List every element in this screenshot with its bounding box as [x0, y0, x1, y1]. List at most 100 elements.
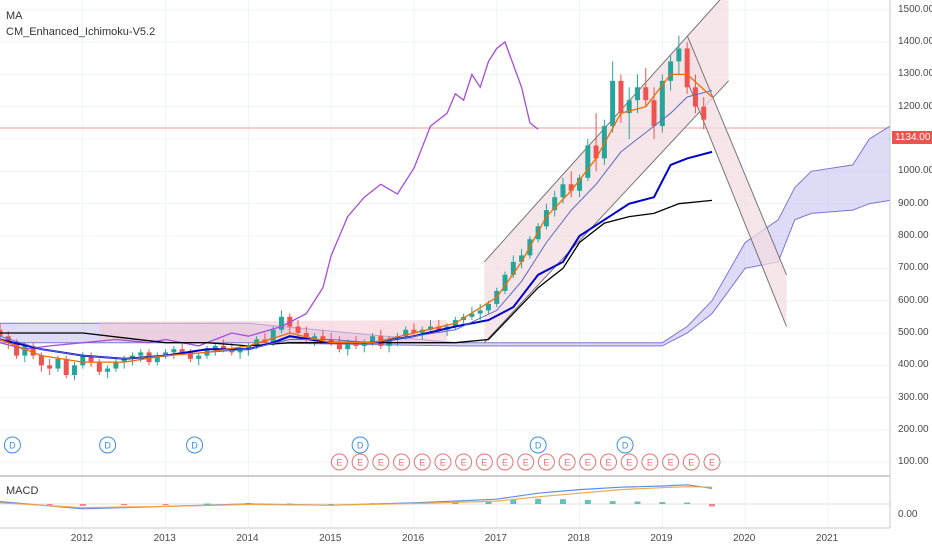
price-tick-label: 1500.00	[898, 3, 932, 15]
dividend-marker	[99, 436, 117, 454]
ma-indicator-label[interactable]: MA	[6, 10, 23, 22]
kijun-sen-line	[0, 199, 713, 347]
candle-body	[543, 210, 549, 227]
time-tick-label: 2014	[236, 533, 259, 544]
macd-histogram-bar	[485, 501, 492, 504]
candle-body	[552, 197, 558, 211]
earnings-marker	[537, 453, 555, 471]
candle-body	[568, 184, 574, 191]
candle-body	[154, 355, 160, 363]
dividend-marker	[3, 436, 21, 454]
time-tick-label: 2016	[401, 533, 425, 544]
macd-histogram-bar	[46, 504, 53, 506]
senkou-span-a	[0, 125, 891, 344]
ichimoku-indicator-label[interactable]: CM_Enhanced_Ichimoku-V5.2	[6, 26, 156, 38]
price-tick-label: 300.00	[898, 391, 929, 403]
earnings-marker	[496, 453, 514, 471]
dividend-marker	[351, 436, 369, 454]
candle-body	[510, 261, 516, 275]
candle-body	[361, 342, 367, 346]
candle-body	[138, 352, 144, 356]
candle-body	[312, 336, 318, 340]
candle-body	[121, 358, 127, 363]
candle-body	[328, 339, 334, 343]
macd-signal-line	[0, 486, 713, 509]
kumo-cloud-fill	[0, 126, 890, 346]
time-tick-label: 2012	[70, 533, 94, 544]
macd-histogram-bar	[584, 499, 591, 504]
dividend-marker-letter: D	[9, 441, 16, 451]
earnings-marker-letter: E	[626, 458, 632, 468]
ma-fast-line	[0, 73, 713, 363]
price-tick-label: 800.00	[898, 230, 929, 241]
price-tick-label: 900.00	[898, 197, 929, 209]
candle-body	[577, 177, 583, 191]
candle-body	[701, 106, 707, 120]
time-tick-label: 2018	[567, 533, 590, 544]
candle-body	[560, 184, 566, 198]
macd-histogram-bar	[79, 504, 86, 506]
chikou-span-line	[0, 40, 539, 350]
candle-body	[353, 342, 359, 346]
candle-body	[659, 80, 665, 127]
price-tick-label: 500.00	[898, 326, 929, 338]
time-tick-label: 2020	[733, 533, 756, 544]
macd-histogram-bar	[510, 499, 517, 504]
candle-body	[626, 100, 632, 114]
candle-body	[684, 48, 690, 88]
candle-body	[187, 352, 193, 359]
macd-histogram-bar	[609, 501, 616, 504]
candle-body	[519, 255, 525, 262]
macd-histogram-bar	[634, 501, 641, 504]
earnings-marker-letter: E	[378, 458, 384, 468]
macd-histogram-bar	[162, 504, 169, 505]
earnings-marker	[330, 453, 348, 471]
macd-histogram-bar	[535, 498, 542, 504]
candle-body	[96, 362, 102, 372]
earnings-marker-letter: E	[585, 458, 591, 468]
candle-body	[610, 80, 616, 127]
earnings-marker	[682, 453, 700, 471]
ma-slow-line	[0, 90, 713, 360]
macd-histogram-bar	[452, 502, 459, 504]
candle-body	[320, 336, 326, 340]
earnings-marker	[351, 453, 369, 471]
dividend-marker-letter: D	[104, 441, 111, 451]
candle-body	[502, 274, 508, 291]
down-channel-fill	[687, 35, 787, 327]
candle-body	[469, 313, 475, 317]
candle-body	[245, 345, 251, 350]
event-markers[interactable]: D D D D D DE E E E E E E E E E E E E E E E E E E	[3, 436, 721, 471]
macd-indicator-label[interactable]: MACD	[6, 485, 39, 497]
macd-histogram-bar	[328, 504, 335, 505]
candle-body	[585, 145, 591, 178]
dividend-marker-letter: D	[357, 441, 364, 451]
candle-body	[411, 329, 417, 333]
earnings-marker-letter: E	[440, 458, 446, 468]
earnings-marker-letter: E	[688, 458, 694, 468]
earnings-marker-letter: E	[606, 458, 612, 468]
earnings-marker-letter: E	[523, 458, 529, 468]
time-tick-label: 2019	[650, 533, 673, 544]
earnings-marker-letter: E	[357, 458, 363, 468]
candle-body	[72, 365, 78, 376]
earnings-marker-letter: E	[668, 458, 674, 468]
dividend-marker-letter: D	[191, 441, 198, 451]
dividend-marker	[616, 436, 634, 454]
macd-histogram-bar	[659, 502, 666, 504]
dividend-marker-letter: D	[535, 441, 542, 451]
current-price-badge: 1134.00	[892, 131, 932, 144]
earnings-marker	[579, 453, 597, 471]
candle-body	[47, 365, 53, 369]
price-tick-label: 1000.00	[898, 165, 932, 177]
macd-histogram-bar	[684, 502, 691, 504]
candle-body	[63, 358, 69, 376]
earnings-marker-letter: E	[399, 458, 405, 468]
indicator-lines	[0, 40, 713, 363]
time-tick-label: 2013	[153, 533, 176, 544]
earnings-marker-letter: E	[461, 458, 467, 468]
earnings-marker-letter: E	[336, 458, 342, 468]
candle-body	[643, 87, 649, 101]
candle-body	[295, 326, 301, 333]
